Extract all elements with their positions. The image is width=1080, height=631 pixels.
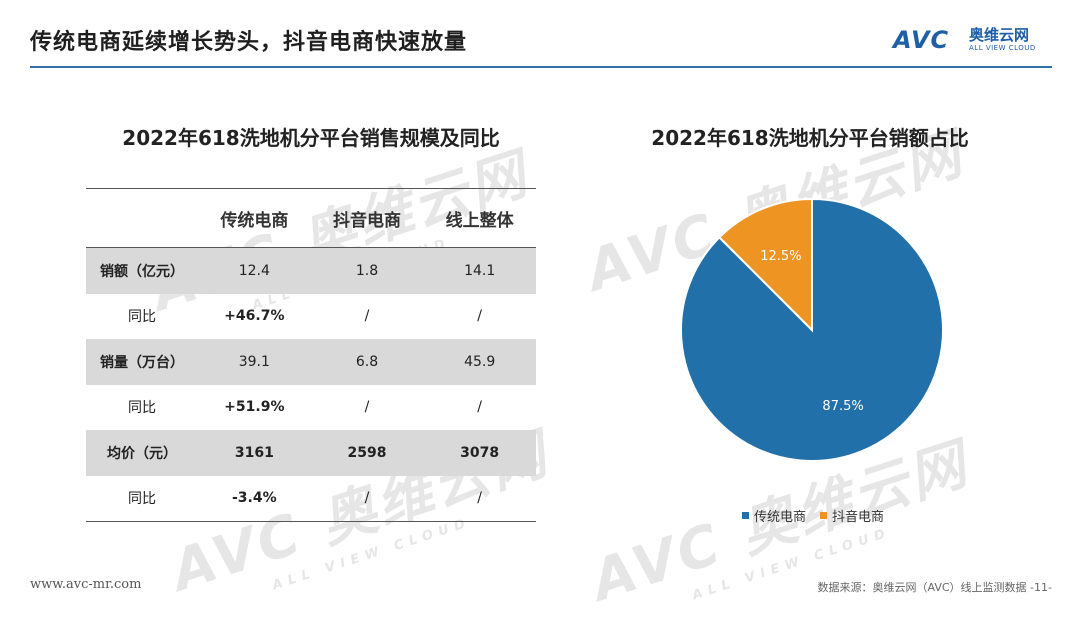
legend-swatch bbox=[742, 512, 749, 519]
table-cell: 39.1 bbox=[198, 339, 311, 385]
logo-chinese-name: 奥维云网 bbox=[969, 26, 1030, 44]
table-row: 同比 +51.9% / / bbox=[86, 385, 536, 431]
table-cell: 45.9 bbox=[423, 339, 536, 385]
row-label: 同比 bbox=[128, 309, 156, 326]
table-row: 均价（元） 3161 2598 3078 bbox=[86, 430, 536, 476]
chart-legend: 传统电商 抖音电商 bbox=[742, 506, 884, 525]
logo-mark: AVC bbox=[893, 26, 950, 54]
chart-title: 2022年618洗地机分平台销额占比 bbox=[651, 126, 969, 150]
legend-swatch bbox=[820, 512, 828, 519]
row-label: 同比 bbox=[86, 475, 198, 522]
table-header-cell bbox=[86, 188, 198, 248]
row-label: 销量（万台） bbox=[86, 339, 198, 385]
table-header-cell: 线上整体 bbox=[423, 188, 536, 248]
legend-label: 传统电商 bbox=[754, 510, 807, 525]
data-source-note: 数据来源：奥维云网（AVC）线上监测数据 -11- bbox=[817, 581, 1052, 594]
pie-chart: 87.5% 12.5% bbox=[680, 197, 944, 462]
table-cell: +46.7% bbox=[224, 308, 285, 325]
legend-item: 抖音电商 bbox=[820, 506, 884, 525]
website-link[interactable]: www.avc-mr.com bbox=[30, 577, 142, 592]
legend-item: 传统电商 bbox=[742, 506, 806, 525]
row-label: 销额（亿元） bbox=[86, 247, 198, 294]
sales-table: 传统电商 抖音电商 线上整体 销额（亿元） 12.4 1.8 14.1 同比 +… bbox=[86, 188, 536, 522]
pie-label-0: 87.5% bbox=[822, 399, 863, 414]
table-cell: 6.8 bbox=[310, 339, 424, 385]
pie-label-1: 12.5% bbox=[760, 249, 801, 264]
table-cell: 1.8 bbox=[310, 247, 424, 294]
table-cell: / bbox=[477, 399, 483, 416]
page-title: 传统电商延续增长势头，抖音电商快速放量 bbox=[30, 30, 468, 55]
table-cell: 3078 bbox=[423, 430, 536, 476]
table-cell: / bbox=[423, 475, 536, 522]
table-row: 同比 +46.7% / / bbox=[86, 294, 536, 340]
legend-label: 抖音电商 bbox=[832, 510, 885, 525]
table-cell: 3161 bbox=[198, 430, 311, 476]
row-label: 同比 bbox=[128, 400, 156, 417]
table-header-cell: 抖音电商 bbox=[310, 188, 424, 248]
table-cell: +51.9% bbox=[224, 399, 285, 416]
table-header-row: 传统电商 抖音电商 线上整体 bbox=[86, 188, 536, 248]
table-cell: 14.1 bbox=[423, 247, 536, 294]
table-cell: / bbox=[364, 308, 370, 325]
table-cell: / bbox=[310, 475, 424, 522]
avc-logo: AVC 奥维云网 ALL VIEW CLOUD bbox=[893, 24, 1053, 58]
table-row: 销量（万台） 39.1 6.8 45.9 bbox=[86, 339, 536, 385]
table-cell: / bbox=[477, 308, 483, 325]
table-cell: / bbox=[364, 399, 370, 416]
logo-english-name: ALL VIEW CLOUD bbox=[969, 44, 1036, 52]
table-row: 同比 -3.4% / / bbox=[86, 475, 536, 522]
table-row: 销额（亿元） 12.4 1.8 14.1 bbox=[86, 247, 536, 294]
row-label: 均价（元） bbox=[86, 430, 198, 476]
header-divider bbox=[30, 66, 1052, 68]
table-header-cell: 传统电商 bbox=[198, 188, 311, 248]
table-cell: 2598 bbox=[310, 430, 424, 476]
table-cell: 12.4 bbox=[198, 247, 311, 294]
pie-slice-0 bbox=[680, 197, 944, 462]
pie-slice-1 bbox=[717, 197, 813, 333]
table-cell: -3.4% bbox=[198, 475, 311, 522]
table-title: 2022年618洗地机分平台销售规模及同比 bbox=[122, 126, 500, 150]
